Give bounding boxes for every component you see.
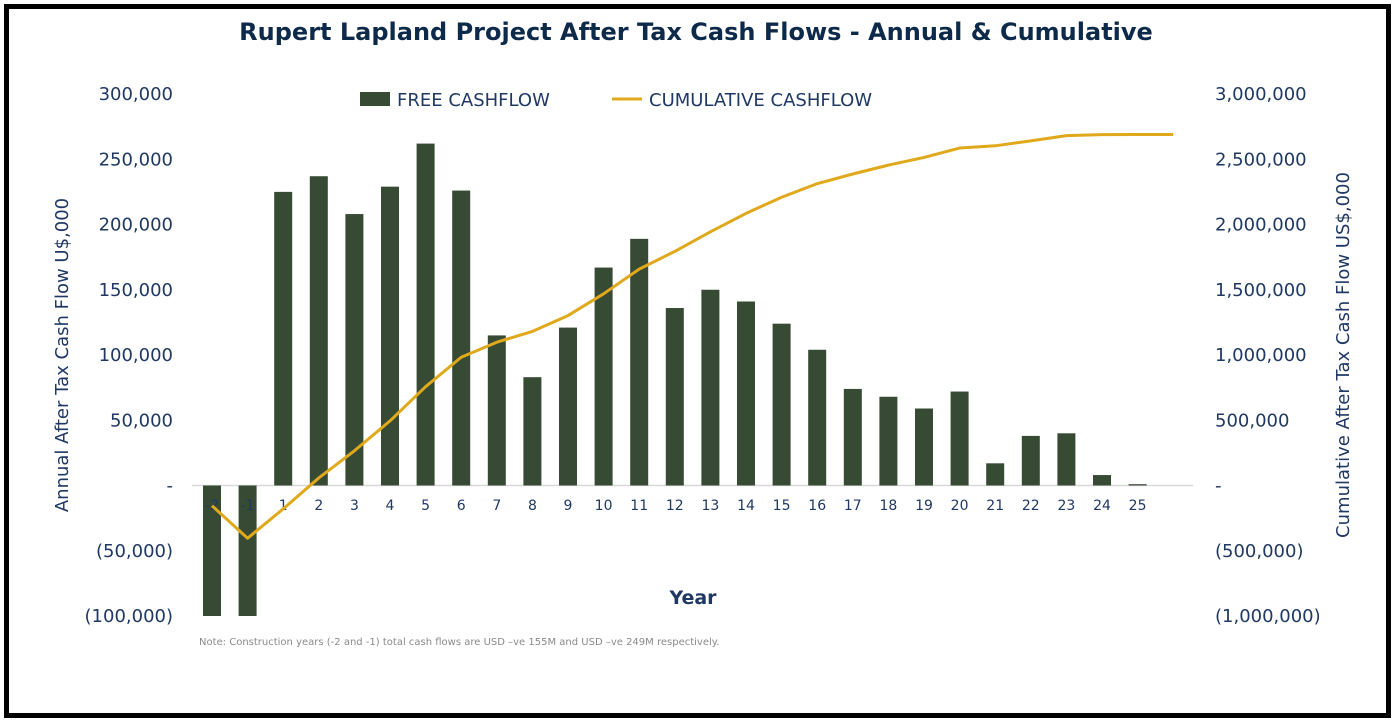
y-axis-left: 300,000 250,000 200,000 150,000 100,000 50,00… [85, 84, 173, 627]
x-tick-label: 6 [457, 498, 466, 514]
y-left-tick-label: 250,000 [99, 149, 173, 170]
x-axis-ticks: -2 -1 1 2 3 4 5 6 7 8 9 10 11 12 13 14 15 16 17 18 19 20 21 22 2… [205, 498, 1146, 514]
y-left-tick-label: 150,000 [99, 280, 173, 301]
y-right-tick-label: 2,500,000 [1215, 149, 1307, 170]
x-tick-label: 13 [701, 498, 719, 514]
bar [808, 349, 827, 486]
x-tick-label: 25 [1129, 498, 1147, 514]
y-left-tick-label: 200,000 [99, 215, 173, 236]
x-tick-label: 19 [915, 498, 933, 514]
y-left-tick-label: 50,000 [110, 410, 173, 431]
legend-bar-label: FREE CASHFLOW [397, 90, 550, 111]
legend: FREE CASHFLOW CUMULATIVE CASHFLOW [360, 90, 872, 111]
x-tick-label: 17 [844, 498, 862, 514]
y-right-tick-label: 3,000,000 [1215, 84, 1307, 105]
bar [203, 485, 221, 616]
y-right-tick-label: - [1215, 476, 1222, 497]
bar [701, 289, 720, 486]
x-tick-label: 9 [564, 498, 573, 514]
x-tick-label: 7 [492, 498, 501, 514]
bar [1021, 435, 1040, 486]
x-tick-label: 8 [528, 498, 537, 514]
bar [238, 485, 257, 616]
x-axis-title: Year [668, 587, 717, 609]
bar [737, 301, 755, 486]
x-tick-label: 15 [773, 498, 791, 514]
chart-frame [4, 4, 1391, 718]
x-tick-label: 11 [630, 498, 648, 514]
y-right-tick-label: 1,000,000 [1215, 345, 1307, 366]
chart-title: Rupert Lapland Project After Tax Cash Fl… [239, 18, 1153, 46]
y-left-tick-label: - [167, 476, 174, 497]
y-axis-right: 3,000,000 2,500,000 2,000,000 1,500,000 1,00… [1215, 84, 1321, 627]
bar [915, 408, 933, 486]
x-tick-label: 21 [986, 498, 1004, 514]
x-tick-label: 2 [314, 498, 323, 514]
y-right-tick-label: 500,000 [1215, 410, 1289, 431]
bar [843, 388, 862, 486]
x-tick-label: 23 [1057, 498, 1075, 514]
y-left-tick-label: (100,000) [85, 606, 173, 627]
x-tick-label: 14 [737, 498, 755, 514]
x-tick-label: 5 [421, 498, 430, 514]
x-tick-label: 1 [279, 498, 288, 514]
bar [559, 327, 577, 486]
bar [452, 190, 471, 486]
y-right-tick-label: 2,000,000 [1215, 215, 1307, 236]
bar-series [203, 143, 1147, 616]
bar [594, 267, 613, 486]
legend-line-label: CUMULATIVE CASHFLOW [649, 90, 872, 111]
bar [309, 176, 328, 486]
x-tick-label: 24 [1093, 498, 1111, 514]
x-tick-label: -1 [241, 498, 255, 514]
bar [772, 323, 791, 486]
bar [1128, 484, 1147, 486]
bar [345, 214, 364, 486]
legend-bar-swatch [360, 92, 390, 106]
bar [950, 391, 969, 486]
x-tick-label: 12 [666, 498, 684, 514]
y-right-tick-label: (1,000,000) [1215, 606, 1321, 627]
bar [665, 308, 684, 486]
x-tick-label: 22 [1022, 498, 1040, 514]
y-right-tick-label: 1,500,000 [1215, 280, 1307, 301]
bar [1057, 433, 1076, 486]
y-axis-left-title: Annual After Tax Cash Flow U$,000 [52, 198, 73, 512]
x-tick-label: 3 [350, 498, 359, 514]
y-right-tick-label: (500,000) [1215, 541, 1303, 562]
x-tick-label: 10 [595, 498, 613, 514]
bar [487, 335, 506, 486]
bar [523, 377, 542, 486]
x-tick-label: 20 [951, 498, 969, 514]
y-left-tick-label: 100,000 [99, 345, 173, 366]
cumulative-line [210, 132, 1174, 540]
bar [630, 238, 649, 486]
x-tick-label: 4 [386, 498, 395, 514]
y-axis-right-title: Cumulative After Tax Cash Flow US$,000 [1333, 172, 1354, 538]
y-left-tick-label: 300,000 [99, 84, 173, 105]
bar [416, 143, 435, 486]
x-tick-label: 16 [808, 498, 826, 514]
x-tick-label: 18 [879, 498, 897, 514]
bar [1093, 475, 1111, 486]
bar [879, 396, 898, 486]
bar [381, 186, 399, 486]
bar [986, 463, 1005, 486]
chart-note: Note: Construction years (-2 and -1) tot… [199, 637, 719, 648]
y-left-tick-label: (50,000) [96, 541, 173, 562]
bar [274, 191, 293, 486]
